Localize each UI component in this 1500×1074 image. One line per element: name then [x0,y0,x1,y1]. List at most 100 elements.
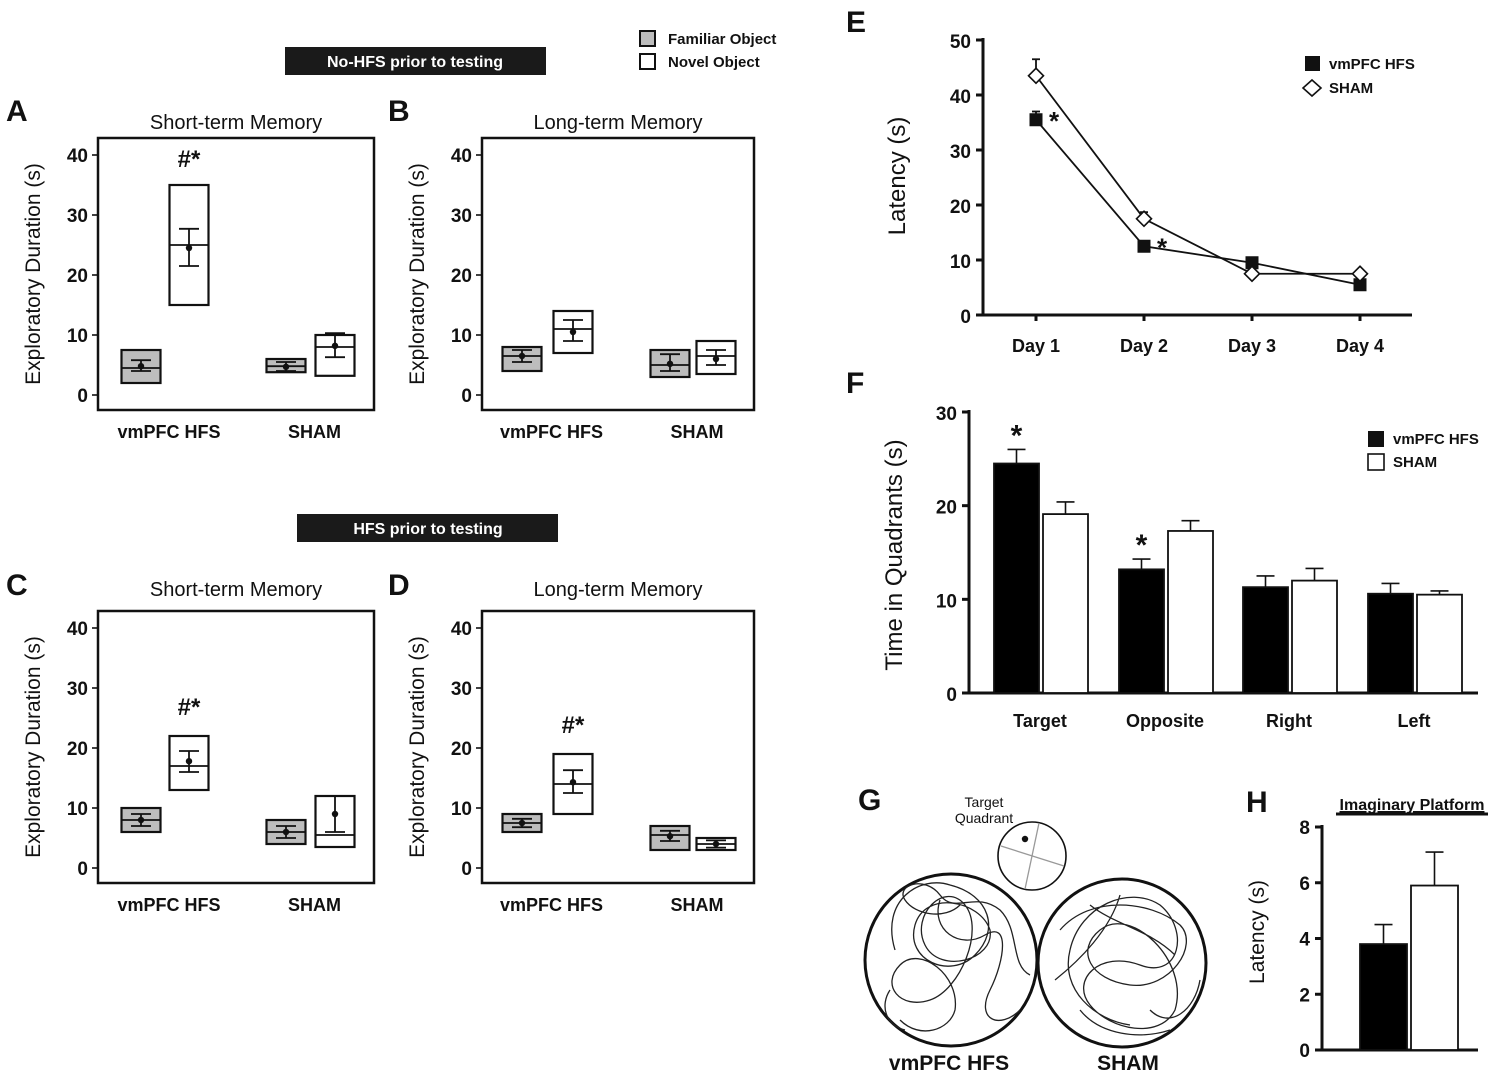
box-novel-object-1 [695,836,737,852]
inset-label-target: Target [965,794,1004,810]
box-familiar-object-0 [501,812,543,834]
y-tick-label: 2 [1299,985,1310,1006]
y-tick-label: 0 [461,386,472,407]
data-point-sham [1243,265,1261,283]
pool-vmpfc-hfs [863,872,1039,1048]
target-quadrant-inset [997,821,1067,891]
box-familiar-object-1 [649,348,691,379]
data-point-sham [1135,210,1153,228]
x-category-label: Day 4 [1336,336,1384,356]
y-tick-label: 10 [67,326,88,347]
plot-frame [480,136,756,412]
banner-hfs-text: HFS prior to testing [353,521,502,538]
bar-sham-left [1416,593,1463,694]
box-mean-dot [666,360,674,367]
legend-swatch-familiar [639,30,656,47]
box-mean-dot [185,244,193,252]
data-point-vmpfc-hfs [1029,113,1043,127]
bar-vmpfc-hfs-opposite [1118,568,1165,694]
bar-vmpfc-hfs-target [993,462,1040,694]
y-tick-label: 8 [1299,818,1310,839]
bar-sham-target [1042,513,1089,694]
x-category-label: Left [1398,711,1431,731]
banner-no-hfs-text: No-HFS prior to testing [327,54,503,71]
y-tick-label: 50 [950,32,971,53]
box-mean-dot [712,840,720,848]
legend-familiar: Familiar Object [668,31,776,48]
panel-d-long-term-memory: D Long-term Memory 0 10 20 30 40 Exploratory Du… [388,569,756,915]
bar-vmpfc-hfs [1359,943,1408,1051]
series-line-sham [1035,75,1360,275]
y-tick-label: 40 [451,619,472,640]
pool-label-sham: SHAM [1097,1052,1159,1074]
y-tick-label: 40 [451,146,472,167]
x-category-label: SHAM [288,422,341,442]
x-category-label: SHAM [288,895,341,915]
panel-f-time-in-quadrants-bar-chart: F 0 10 20 30 Time in Quadrants (s) Target Oppos… [846,367,1479,731]
box-legend: Familiar Object Novel Object [639,30,776,71]
panel-b-long-term-memory: B Long-term Memory 0 10 20 30 40 Exploratory Du… [388,95,756,442]
y-tick-label: 40 [950,87,971,108]
bar-sham-right [1291,579,1338,694]
x-category-label: Right [1266,711,1312,731]
chart-title: Long-term Memory [534,112,703,134]
y-tick-label: 10 [451,326,472,347]
x-category-label: Target [1013,711,1067,731]
y-tick-label: 30 [451,206,472,227]
x-category-label: vmPFC HFS [117,895,220,915]
box-mean-dot [331,810,339,818]
box-familiar-object-1 [649,824,691,852]
box-mean-dot [569,328,577,336]
y-tick-label: 0 [77,386,88,407]
box-mean-dot [137,363,145,370]
y-tick-label: 30 [451,679,472,700]
x-category-label: vmPFC HFS [500,895,603,915]
data-point-vmpfc-hfs [1353,278,1367,292]
box-mean-dot [282,828,290,836]
data-point-sham [1027,67,1045,85]
x-category-label: vmPFC HFS [117,422,220,442]
y-axis-label: Exploratory Duration (s) [406,163,429,385]
bar-sham [1410,884,1459,1051]
plot-frame [96,136,376,412]
panel-letter-f: F [846,367,864,400]
y-tick-label: 30 [67,206,88,227]
significance-annotation: * [1157,232,1168,262]
y-tick-label: 0 [77,859,88,880]
box-novel-object-1 [314,332,356,377]
box-familiar-object-0 [501,345,543,373]
legend-vmpfc-hfs: vmPFC HFS [1393,431,1479,448]
legend-vmpfc-hfs: vmPFC HFS [1329,56,1415,73]
x-category-label: Day 2 [1120,336,1168,356]
chart-title: Short-term Memory [150,579,322,601]
y-tick-label: 20 [950,197,971,218]
legend-swatch-sham [1301,78,1323,98]
box-mean-dot [137,816,145,824]
panel-letter-a: A [6,95,28,128]
y-tick-label: 0 [461,859,472,880]
y-tick-label: 10 [936,591,957,612]
platform-dot [1021,835,1029,843]
y-tick-label: 20 [451,739,472,760]
panel-g-swim-paths: G Target Quadrant vmPFC HFS SHAM [858,784,1208,1074]
box-mean-dot [712,355,720,363]
box-novel-object-0 [552,309,594,355]
y-tick-label: 30 [67,679,88,700]
y-tick-label: 40 [67,146,88,167]
panel-letter-c: C [6,569,28,602]
pool-sham [1036,877,1208,1049]
plot-frame [480,609,756,885]
y-axis-label: Latency (s) [1246,880,1269,984]
y-tick-label: 6 [1299,874,1310,895]
legend-sham: SHAM [1393,454,1437,471]
legend-swatch-vmpfc-hfs [1305,56,1320,71]
y-tick-label: 30 [950,142,971,163]
pool-label-vmpfc-hfs: vmPFC HFS [889,1052,1009,1074]
x-category-label: SHAM [671,895,724,915]
significance-annotation: #* [178,146,201,173]
y-tick-label: 30 [936,404,957,425]
x-category-label: Opposite [1126,711,1204,731]
x-category-label: Day 1 [1012,336,1060,356]
box-familiar-object-0 [120,806,162,834]
box-mean-dot [185,758,193,765]
